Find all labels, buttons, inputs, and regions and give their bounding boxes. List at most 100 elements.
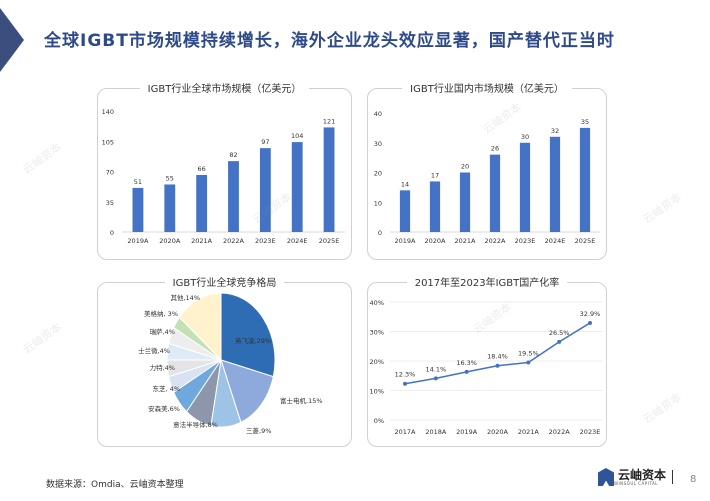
- slice-label: 瑞萨,4%: [150, 327, 175, 336]
- bar: [196, 174, 208, 232]
- x-tick-label: 2021A: [455, 237, 477, 245]
- pie-slice: [220, 359, 274, 423]
- domestic-market-panel: IGBT行业国内市场规模（亿美元）: [367, 84, 607, 260]
- x-tick-label: 2020A: [159, 237, 181, 245]
- y-tick-label: 10: [374, 199, 382, 207]
- data-point: [557, 339, 562, 344]
- bar: [579, 127, 591, 232]
- logo-separator: [672, 470, 674, 484]
- y-tick-label: 30%: [370, 329, 384, 337]
- bar: [291, 142, 303, 232]
- bar: [549, 136, 561, 232]
- chart-title: 2017年至2023年IGBT国产化率: [406, 278, 568, 289]
- data-label: 55: [166, 174, 174, 182]
- y-tick-label: 20%: [370, 358, 384, 366]
- y-tick-label: 30: [374, 140, 382, 148]
- x-tick-label: 2019A: [395, 237, 417, 245]
- y-tick-label: 20: [374, 170, 382, 178]
- bar: [459, 172, 471, 232]
- bar: [429, 181, 441, 232]
- data-point: [403, 381, 407, 386]
- y-tick-label: 10%: [370, 388, 384, 396]
- x-tick-label: 2019A: [127, 237, 149, 245]
- data-label: 30: [521, 133, 529, 141]
- chart-title: IGBT行业国内市场规模（亿美元）: [402, 84, 572, 95]
- y-tick-label: 40%: [370, 299, 384, 307]
- company-logo: 云岫资本 WINSOUL CAPITAL: [598, 467, 674, 486]
- x-tick-label: 2022A: [223, 237, 245, 245]
- slice-label: 安森美,6%: [148, 404, 180, 413]
- y-tick-label: 0: [110, 229, 114, 237]
- slice-label: 士兰微,4%: [138, 346, 170, 355]
- y-tick-label: 70: [106, 169, 114, 177]
- logo-text: 云岫资本: [618, 467, 667, 482]
- data-label: 35: [581, 118, 589, 126]
- slice-label: 三菱,9%: [246, 426, 271, 435]
- page-number: 8: [690, 474, 697, 485]
- data-label: 12.3%: [395, 371, 416, 379]
- y-tick-label: 0%: [374, 417, 384, 425]
- data-label: 19.5%: [518, 349, 539, 357]
- localization-panel: 2017年至2023年IGBT国产化率: [367, 278, 607, 447]
- x-tick-label: 2021A: [191, 237, 213, 245]
- y-tick-label: 40: [374, 110, 382, 118]
- data-point: [588, 320, 592, 325]
- data-label: 14: [401, 180, 409, 188]
- bar: [519, 142, 531, 232]
- bar: [259, 148, 271, 232]
- competition-panel: IGBT行业全球竞争格局: [97, 278, 352, 447]
- data-label: 121: [323, 117, 335, 125]
- slice-label: 意法半导体,8%: [173, 420, 218, 429]
- x-tick-label: 2024E: [287, 237, 308, 245]
- data-point: [433, 376, 438, 381]
- bar: [228, 161, 239, 232]
- x-tick-label: 2018A: [425, 428, 447, 436]
- bar: [489, 154, 501, 232]
- data-label: 82: [229, 151, 237, 159]
- x-tick-label: 2025E: [575, 237, 596, 245]
- x-tick-label: 2020A: [487, 428, 509, 436]
- bar: [399, 190, 411, 232]
- data-source: 数据来源：Omdia、云岫资本整理: [46, 480, 184, 490]
- data-label: 104: [291, 132, 303, 140]
- page-title: 全球IGBT市场规模持续增长，海外企业龙头效应显著，国产替代正当时: [44, 31, 615, 51]
- x-tick-label: 2021A: [518, 428, 540, 436]
- chart-title: IGBT行业全球竞争格局: [164, 278, 285, 289]
- data-label: 16.3%: [456, 359, 477, 367]
- x-tick-label: 2022A: [485, 237, 507, 245]
- chart-title: IGBT行业全球市场规模（亿美元）: [139, 84, 310, 95]
- data-label: 26.5%: [549, 329, 570, 337]
- slice-label: 英飞凌,29%: [235, 336, 271, 345]
- data-label: 17: [431, 171, 439, 179]
- global-market-panel: IGBT行业全球市场规模（亿美元）: [97, 84, 352, 260]
- slice-label: 其他,14%: [170, 293, 200, 302]
- slice-label: 东芝, 4%: [153, 384, 180, 393]
- data-point: [464, 369, 469, 374]
- data-label: 26: [491, 145, 499, 153]
- bar: [132, 187, 144, 232]
- x-tick-label: 2023E: [515, 237, 536, 245]
- x-tick-label: 2025E: [319, 237, 340, 245]
- logo-subtitle: WINSOUL CAPITAL: [614, 480, 658, 486]
- logo-icon: [598, 468, 614, 486]
- data-label: 18.4%: [487, 353, 508, 361]
- y-tick-label: 0: [378, 229, 382, 237]
- y-tick-label: 105: [102, 138, 114, 146]
- slice-label: 力特,4%: [150, 363, 175, 372]
- bar: [164, 184, 176, 232]
- data-label: 32: [551, 127, 559, 135]
- data-label: 20: [461, 163, 469, 171]
- slice-label: 富士电机,15%: [280, 396, 323, 405]
- pie-slice: [220, 292, 276, 378]
- data-label: 97: [261, 138, 269, 146]
- x-tick-label: 2023E: [255, 237, 276, 245]
- x-tick-label: 2022A: [549, 428, 571, 436]
- data-label: 32.9%: [580, 310, 601, 318]
- data-label: 51: [134, 178, 142, 186]
- data-label: 66: [198, 165, 206, 173]
- x-tick-label: 2024E: [545, 237, 566, 245]
- x-tick-label: 2017A: [395, 428, 417, 436]
- bar: [323, 127, 335, 232]
- x-tick-label: 2020A: [425, 237, 447, 245]
